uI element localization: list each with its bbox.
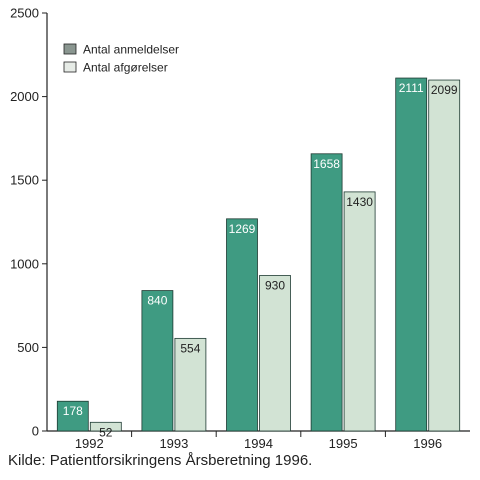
bar-anmeldelser [395, 77, 428, 432]
y-tick-label: 2000 [10, 89, 39, 104]
bar-value-label: 1658 [313, 157, 340, 171]
y-tick-label: 1500 [10, 173, 39, 188]
bar-anmeldelser [226, 218, 258, 432]
x-tick-label: 1995 [329, 436, 358, 451]
bar-anmeldelser [310, 153, 343, 432]
y-tick-label: 1000 [10, 256, 39, 271]
source-note: Kilde: Patientforsikringens Årsberetning… [8, 452, 313, 469]
bar-value-label: 1430 [346, 195, 373, 209]
bar-afgorelser [428, 79, 461, 432]
bar-afgorelser [174, 337, 207, 432]
bar-value-label: 2111 [399, 81, 424, 95]
x-tick-label: 1992 [75, 436, 104, 451]
bar-afgorelser [259, 275, 291, 432]
y-tick-label: 0 [32, 424, 39, 439]
bar-value-label: 840 [147, 294, 167, 308]
bar-value-label: 1269 [229, 222, 256, 236]
legend-swatch-anmeldelser [63, 43, 77, 55]
legend-label-afgorelser: Antal afgørelser [83, 61, 168, 75]
bar-afgorelser [343, 191, 376, 432]
bar-anmeldelser [141, 290, 174, 432]
bar-value-label: 930 [265, 279, 285, 293]
bar-afgorelser [89, 421, 122, 432]
bar-value-label: 178 [63, 404, 83, 418]
legend-label-anmeldelser: Antal anmeldelser [83, 43, 179, 57]
y-tick-label: 500 [17, 340, 39, 355]
x-tick-label: 1993 [159, 436, 188, 451]
bar-value-label: 52 [99, 425, 113, 439]
x-tick-label: 1996 [413, 436, 442, 451]
bar-anmeldelser [56, 400, 89, 432]
y-tick-label: 2500 [10, 6, 39, 21]
bar-value-label: 2099 [431, 83, 458, 97]
legend-swatch-afgorelser [63, 61, 77, 73]
bar-value-label: 554 [180, 341, 200, 355]
x-tick-label: 1994 [244, 436, 273, 451]
